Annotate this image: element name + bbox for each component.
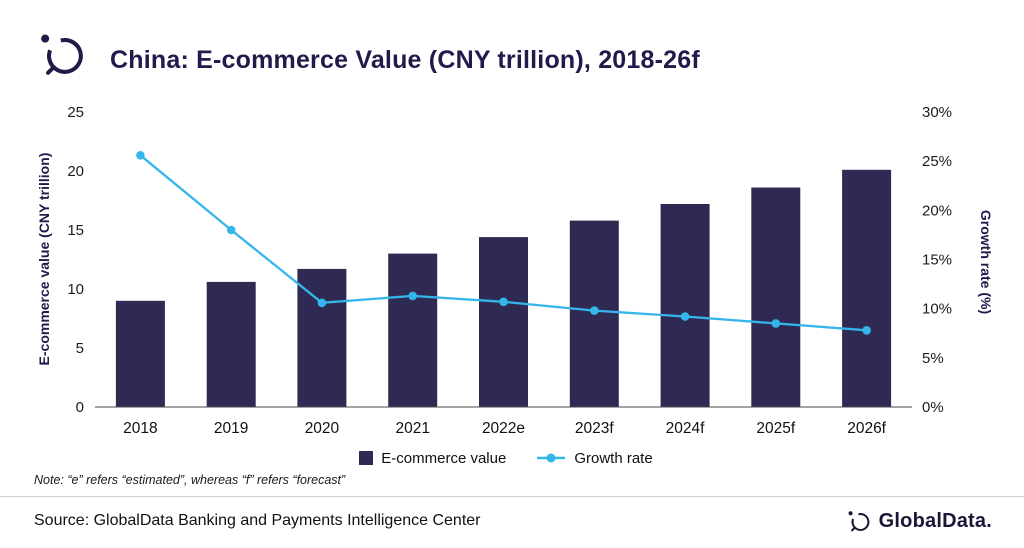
y-tick-left-0: 0 <box>76 399 84 416</box>
y-tick-left-20: 20 <box>67 163 84 180</box>
y-tick-right-15%: 15% <box>922 252 952 269</box>
y-tick-right-30%: 30% <box>922 104 952 121</box>
growth-point-2024f <box>680 312 690 321</box>
growth-point-2021 <box>408 291 418 301</box>
y-tick-right-10%: 10% <box>922 301 952 318</box>
y-tick-right-25%: 25% <box>922 153 952 170</box>
growth-point-2026f <box>862 326 871 335</box>
legend-item-ecommerce-value: E-commerce value <box>359 450 506 467</box>
bar-2020 <box>297 268 347 407</box>
growth-point-2023f <box>590 306 599 315</box>
bar-2025f <box>751 187 801 407</box>
chart-footnote: Note: “e” refers “estimated”, whereas “f… <box>34 473 346 487</box>
brand-text: GlobalData. <box>878 509 992 532</box>
y-tick-right-0%: 0% <box>922 399 944 416</box>
bar-2018 <box>115 300 165 407</box>
chart-legend: E-commerce value Growth rate <box>0 447 1018 469</box>
x-tick-2019: 2019 <box>214 420 248 437</box>
legend-bar-label: E-commerce value <box>381 449 507 467</box>
bar-2021 <box>388 253 438 407</box>
chart-title: China: E-commerce Value (CNY trillion), … <box>110 46 700 74</box>
x-tick-2026f: 2026f <box>847 420 886 437</box>
globaldata-footer-logo-icon <box>848 510 870 531</box>
bar-2024f <box>660 204 710 407</box>
x-tick-2022e: 2022e <box>482 420 525 437</box>
y-tick-right-5%: 5% <box>922 350 944 367</box>
legend-item-growth-rate: Growth rate <box>536 449 653 467</box>
y-tick-left-10: 10 <box>67 281 84 298</box>
combo-chart-plot: 2018 2019 2020 2021 2022e 2023f 2024f 2025f 2026… <box>67 104 952 437</box>
legend-line-swatch <box>537 453 566 463</box>
y-tick-right-20%: 20% <box>922 202 952 219</box>
legend-line-label: Growth rate <box>574 449 653 467</box>
growth-point-2019 <box>226 225 236 235</box>
x-tick-2020: 2020 <box>305 420 340 437</box>
x-tick-2018: 2018 <box>123 420 157 437</box>
source-text: Source: GlobalData Banking and Payments … <box>34 512 481 529</box>
x-tick-2021: 2021 <box>395 420 429 437</box>
bar-2022e <box>479 237 528 407</box>
growth-point-2018 <box>136 151 145 160</box>
bar-2019 <box>206 281 256 407</box>
x-tick-2024f: 2024f <box>666 420 705 437</box>
bar-2026f <box>842 169 892 407</box>
y-tick-left-25: 25 <box>67 104 84 121</box>
legend-bar-swatch <box>359 451 374 465</box>
x-tick-2023f: 2023f <box>575 420 614 437</box>
footer-divider <box>0 496 1024 497</box>
growth-point-2025f <box>771 319 781 328</box>
globaldata-logo-icon <box>36 28 90 82</box>
growth-point-2022e <box>499 297 508 307</box>
x-tick-2025f: 2025f <box>756 420 795 437</box>
growth-point-2020 <box>317 298 327 308</box>
y-tick-left-15: 15 <box>67 222 84 239</box>
y-tick-left-5: 5 <box>76 340 84 357</box>
globaldata-wordmark: GlobalData. <box>846 506 992 536</box>
